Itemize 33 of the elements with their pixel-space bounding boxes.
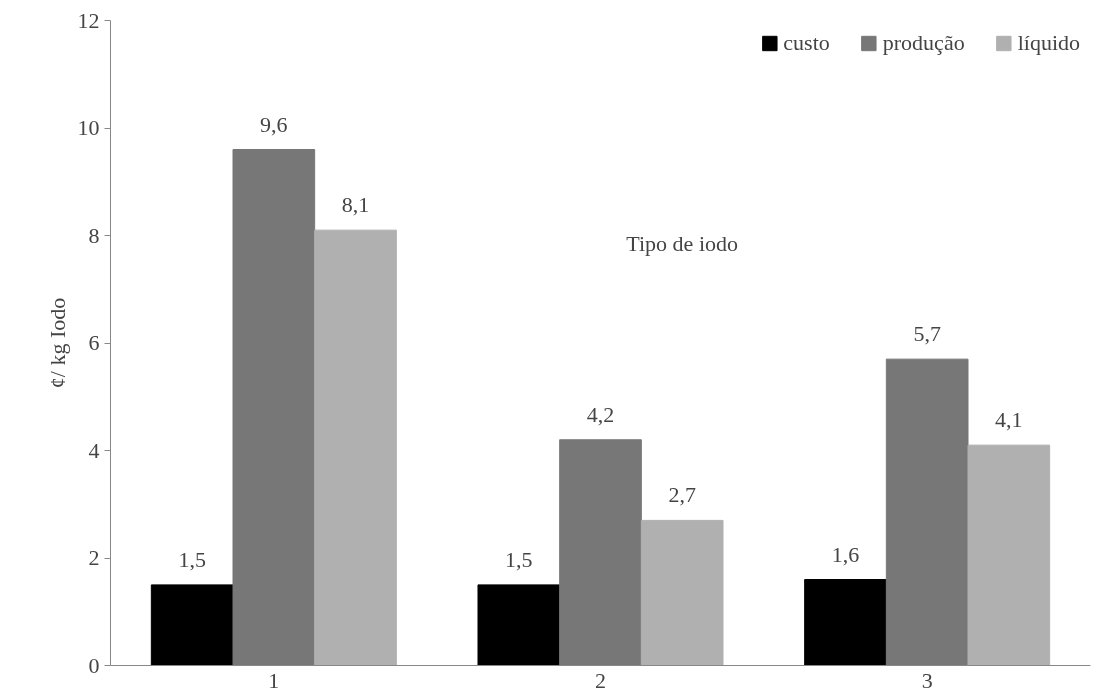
data-label: 1,5 [505, 546, 533, 572]
data-label: 1,6 [831, 541, 860, 567]
x-tick-label: 3 [921, 667, 933, 692]
bar [150, 584, 234, 666]
y-tick-label: 6 [88, 330, 100, 355]
bar [804, 579, 887, 666]
x-tick-label: 1 [268, 667, 280, 692]
bar [640, 519, 724, 666]
data-label: 2,7 [668, 482, 696, 508]
legend-label: líquido [1017, 30, 1080, 56]
data-label: 4,1 [995, 407, 1023, 433]
y-tick-label: 12 [77, 7, 100, 33]
y-tick-label: 4 [88, 437, 100, 463]
data-label: 1,5 [178, 546, 206, 572]
legend-label: custo [783, 30, 830, 56]
bar [967, 444, 1051, 666]
bar [477, 584, 561, 666]
x-tick-label: 2 [595, 667, 606, 692]
y-tick-label: 0 [88, 652, 100, 678]
bar [314, 229, 397, 666]
data-label: 9,6 [260, 111, 288, 137]
data-label: 8,1 [341, 192, 370, 218]
data-label: 5,7 [913, 321, 941, 347]
bar [232, 149, 316, 666]
bar [559, 439, 642, 666]
bar [885, 358, 969, 666]
legend-label: produção [882, 30, 965, 56]
data-label: 4,2 [586, 401, 615, 427]
y-axis-title: ¢/ kg Iodo [44, 297, 70, 389]
x-axis-title: Tipo de iodo [626, 230, 738, 256]
y-tick-label: 8 [88, 222, 100, 248]
y-tick-label: 10 [77, 115, 100, 140]
y-tick-label: 2 [88, 545, 100, 570]
